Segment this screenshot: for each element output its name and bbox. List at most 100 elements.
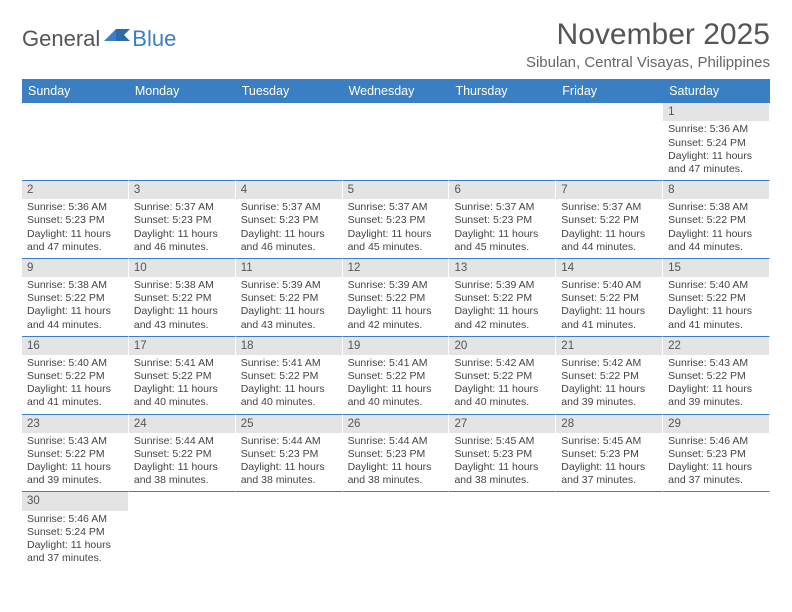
day-details: Sunrise: 5:36 AMSunset: 5:24 PMDaylight:… <box>663 121 769 180</box>
sunset-text: Sunset: 5:22 PM <box>561 370 657 383</box>
sunset-text: Sunset: 5:23 PM <box>27 214 123 227</box>
sunrise-text: Sunrise: 5:41 AM <box>134 357 230 370</box>
day-cell: 2Sunrise: 5:36 AMSunset: 5:23 PMDaylight… <box>22 181 129 259</box>
day-details: Sunrise: 5:37 AMSunset: 5:23 PMDaylight:… <box>236 199 342 258</box>
day-details: Sunrise: 5:45 AMSunset: 5:23 PMDaylight:… <box>556 433 662 492</box>
day-number: 5 <box>343 181 449 199</box>
daylight1-text: Daylight: 11 hours <box>27 461 123 474</box>
sunrise-text: Sunrise: 5:42 AM <box>454 357 550 370</box>
sunset-text: Sunset: 5:22 PM <box>27 292 123 305</box>
day-details: Sunrise: 5:38 AMSunset: 5:22 PMDaylight:… <box>663 199 769 258</box>
sunset-text: Sunset: 5:23 PM <box>241 448 337 461</box>
day-details: Sunrise: 5:38 AMSunset: 5:22 PMDaylight:… <box>22 277 128 336</box>
daylight2-text: and 44 minutes. <box>27 319 123 332</box>
day-details: Sunrise: 5:43 AMSunset: 5:22 PMDaylight:… <box>22 433 128 492</box>
sunrise-text: Sunrise: 5:41 AM <box>241 357 337 370</box>
sunrise-text: Sunrise: 5:39 AM <box>454 279 550 292</box>
daylight1-text: Daylight: 11 hours <box>241 461 337 474</box>
empty-cell <box>343 492 450 569</box>
day-header: Sunday <box>22 79 129 103</box>
daylight1-text: Daylight: 11 hours <box>348 383 444 396</box>
daylight2-text: and 42 minutes. <box>454 319 550 332</box>
sunrise-text: Sunrise: 5:40 AM <box>27 357 123 370</box>
daylight2-text: and 41 minutes. <box>668 319 764 332</box>
weeks-container: 1Sunrise: 5:36 AMSunset: 5:24 PMDaylight… <box>22 103 770 569</box>
sunrise-text: Sunrise: 5:41 AM <box>348 357 444 370</box>
day-number: 29 <box>663 415 769 433</box>
sunset-text: Sunset: 5:23 PM <box>454 214 550 227</box>
daylight1-text: Daylight: 11 hours <box>241 383 337 396</box>
day-number: 13 <box>449 259 555 277</box>
daylight1-text: Daylight: 11 hours <box>134 228 230 241</box>
sunset-text: Sunset: 5:22 PM <box>668 214 764 227</box>
day-details: Sunrise: 5:40 AMSunset: 5:22 PMDaylight:… <box>556 277 662 336</box>
day-header-row: SundayMondayTuesdayWednesdayThursdayFrid… <box>22 79 770 103</box>
daylight1-text: Daylight: 11 hours <box>454 383 550 396</box>
day-details: Sunrise: 5:38 AMSunset: 5:22 PMDaylight:… <box>129 277 235 336</box>
day-cell: 24Sunrise: 5:44 AMSunset: 5:22 PMDayligh… <box>129 415 236 493</box>
sunset-text: Sunset: 5:23 PM <box>241 214 337 227</box>
day-cell: 23Sunrise: 5:43 AMSunset: 5:22 PMDayligh… <box>22 415 129 493</box>
day-details: Sunrise: 5:42 AMSunset: 5:22 PMDaylight:… <box>449 355 555 414</box>
day-header: Saturday <box>663 79 770 103</box>
daylight1-text: Daylight: 11 hours <box>454 461 550 474</box>
daylight1-text: Daylight: 11 hours <box>668 150 764 163</box>
sunrise-text: Sunrise: 5:36 AM <box>27 201 123 214</box>
header: General Blue November 2025 Sibulan, Cent… <box>22 18 770 71</box>
daylight1-text: Daylight: 11 hours <box>668 305 764 318</box>
day-number: 25 <box>236 415 342 433</box>
title-block: November 2025 Sibulan, Central Visayas, … <box>526 18 770 71</box>
day-number: 4 <box>236 181 342 199</box>
daylight1-text: Daylight: 11 hours <box>668 228 764 241</box>
day-number: 24 <box>129 415 235 433</box>
day-details: Sunrise: 5:40 AMSunset: 5:22 PMDaylight:… <box>663 277 769 336</box>
daylight2-text: and 39 minutes. <box>668 396 764 409</box>
sunrise-text: Sunrise: 5:46 AM <box>27 513 123 526</box>
day-cell: 1Sunrise: 5:36 AMSunset: 5:24 PMDaylight… <box>663 103 770 181</box>
sunset-text: Sunset: 5:22 PM <box>668 292 764 305</box>
sunrise-text: Sunrise: 5:37 AM <box>561 201 657 214</box>
daylight1-text: Daylight: 11 hours <box>241 305 337 318</box>
daylight1-text: Daylight: 11 hours <box>561 228 657 241</box>
day-cell: 12Sunrise: 5:39 AMSunset: 5:22 PMDayligh… <box>343 259 450 337</box>
day-cell: 6Sunrise: 5:37 AMSunset: 5:23 PMDaylight… <box>449 181 556 259</box>
week-row: 23Sunrise: 5:43 AMSunset: 5:22 PMDayligh… <box>22 415 770 493</box>
day-number: 30 <box>22 492 128 510</box>
daylight1-text: Daylight: 11 hours <box>27 539 123 552</box>
sunrise-text: Sunrise: 5:43 AM <box>27 435 123 448</box>
sunset-text: Sunset: 5:22 PM <box>27 448 123 461</box>
sunrise-text: Sunrise: 5:44 AM <box>241 435 337 448</box>
daylight2-text: and 43 minutes. <box>241 319 337 332</box>
day-number: 2 <box>22 181 128 199</box>
daylight1-text: Daylight: 11 hours <box>27 383 123 396</box>
day-header: Monday <box>129 79 236 103</box>
day-details: Sunrise: 5:36 AMSunset: 5:23 PMDaylight:… <box>22 199 128 258</box>
day-cell: 27Sunrise: 5:45 AMSunset: 5:23 PMDayligh… <box>449 415 556 493</box>
sunset-text: Sunset: 5:23 PM <box>561 448 657 461</box>
sunrise-text: Sunrise: 5:44 AM <box>348 435 444 448</box>
day-number: 7 <box>556 181 662 199</box>
day-number: 21 <box>556 337 662 355</box>
day-details: Sunrise: 5:39 AMSunset: 5:22 PMDaylight:… <box>236 277 342 336</box>
day-cell: 19Sunrise: 5:41 AMSunset: 5:22 PMDayligh… <box>343 337 450 415</box>
sunrise-text: Sunrise: 5:40 AM <box>561 279 657 292</box>
daylight1-text: Daylight: 11 hours <box>134 305 230 318</box>
daylight2-text: and 37 minutes. <box>668 474 764 487</box>
daylight2-text: and 46 minutes. <box>241 241 337 254</box>
daylight1-text: Daylight: 11 hours <box>134 383 230 396</box>
day-details: Sunrise: 5:42 AMSunset: 5:22 PMDaylight:… <box>556 355 662 414</box>
empty-cell <box>22 103 129 181</box>
daylight2-text: and 40 minutes. <box>348 396 444 409</box>
week-row: 16Sunrise: 5:40 AMSunset: 5:22 PMDayligh… <box>22 337 770 415</box>
day-details: Sunrise: 5:45 AMSunset: 5:23 PMDaylight:… <box>449 433 555 492</box>
daylight2-text: and 39 minutes. <box>561 396 657 409</box>
daylight2-text: and 45 minutes. <box>454 241 550 254</box>
day-number: 27 <box>449 415 555 433</box>
day-cell: 30 Sunrise: 5:46 AMSunset: 5:24 PMDayligh… <box>22 492 129 569</box>
week-row: 1Sunrise: 5:36 AMSunset: 5:24 PMDaylight… <box>22 103 770 181</box>
daylight1-text: Daylight: 11 hours <box>561 305 657 318</box>
day-number: 19 <box>343 337 449 355</box>
sunset-text: Sunset: 5:24 PM <box>27 526 123 539</box>
daylight1-text: Daylight: 11 hours <box>27 228 123 241</box>
daylight2-text: and 44 minutes. <box>668 241 764 254</box>
